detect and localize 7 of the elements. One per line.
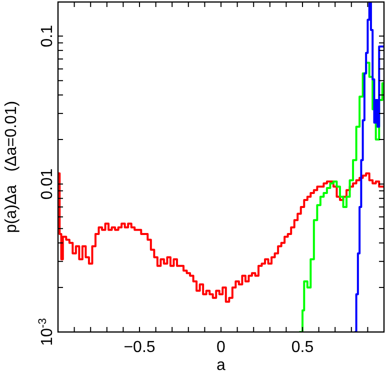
y-axis-title: p(a)Δa (Δa=0.01) bbox=[3, 100, 20, 234]
y-tick-label: 0.1 bbox=[39, 24, 56, 48]
x-tick-label: 0.5 bbox=[291, 339, 314, 356]
y-tick-label: 0.01 bbox=[39, 168, 56, 200]
x-tick-label: 0 bbox=[216, 339, 226, 356]
x-axis-title: a bbox=[216, 357, 226, 374]
x-tick-label: −0.5 bbox=[124, 339, 156, 356]
